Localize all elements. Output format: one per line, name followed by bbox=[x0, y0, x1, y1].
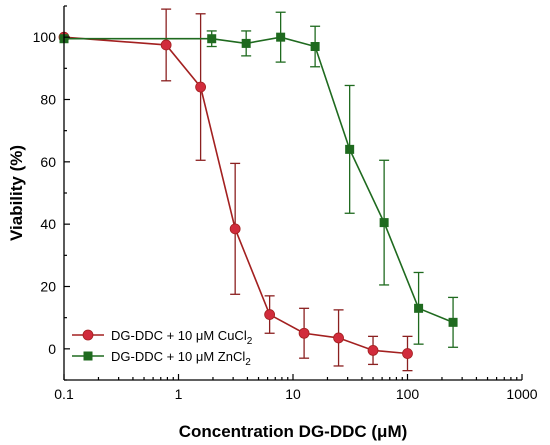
legend-label-main: DG-DDC + 10 μM CuCl bbox=[111, 328, 247, 343]
series-1 bbox=[58, 8, 413, 372]
data-point bbox=[333, 332, 344, 344]
data-point bbox=[414, 303, 424, 313]
data-point bbox=[207, 34, 217, 44]
legend-label: DG-DDC + 10 μM CuCl2 bbox=[111, 328, 253, 347]
series-layer bbox=[58, 8, 459, 372]
x-tick-label: 100 bbox=[396, 386, 420, 402]
ticks: 0.1 1 10 100 1000 0 20 40 60 80 100 bbox=[33, 5, 538, 402]
x-tick-label: 1000 bbox=[506, 386, 537, 402]
y-tick-label: 100 bbox=[33, 29, 57, 45]
data-point bbox=[160, 39, 172, 51]
y-tick-label: 60 bbox=[40, 154, 56, 170]
data-point bbox=[367, 344, 379, 356]
y-axis-title: Viability (%) bbox=[7, 145, 26, 241]
y-tick-label: 40 bbox=[40, 216, 56, 232]
legend-label-subscript: 2 bbox=[247, 336, 253, 347]
data-point bbox=[229, 223, 241, 235]
data-point bbox=[345, 144, 355, 154]
data-point bbox=[276, 32, 286, 42]
legend-item: DG-DDC + 10 μM CuCl2 bbox=[72, 328, 253, 347]
series-2 bbox=[59, 11, 459, 348]
y-tick-label: 80 bbox=[40, 92, 56, 108]
data-point bbox=[379, 218, 389, 228]
legend-item: DG-DDC + 10 μM ZnCl2 bbox=[72, 349, 251, 368]
data-point bbox=[195, 81, 207, 93]
data-point bbox=[310, 42, 320, 52]
x-tick-label: 0.1 bbox=[54, 386, 74, 402]
legend-label-subscript: 2 bbox=[245, 357, 251, 368]
y-tick-label: 20 bbox=[40, 279, 56, 295]
data-point bbox=[402, 348, 413, 359]
legend-marker bbox=[82, 329, 94, 341]
data-point bbox=[448, 317, 458, 327]
legend-label-main: DG-DDC + 10 μM ZnCl bbox=[111, 349, 245, 364]
series-line bbox=[64, 36, 454, 324]
data-point bbox=[298, 327, 310, 339]
x-tick-label: 10 bbox=[285, 386, 301, 402]
x-axis-title: Concentration DG-DDC (μM) bbox=[179, 422, 408, 441]
data-point bbox=[241, 38, 251, 48]
data-point bbox=[264, 309, 276, 320]
y-tick-label: 0 bbox=[48, 341, 56, 357]
legend-marker bbox=[83, 351, 93, 361]
x-tick-label: 1 bbox=[175, 386, 183, 402]
legend-label: DG-DDC + 10 μM ZnCl2 bbox=[111, 349, 251, 368]
